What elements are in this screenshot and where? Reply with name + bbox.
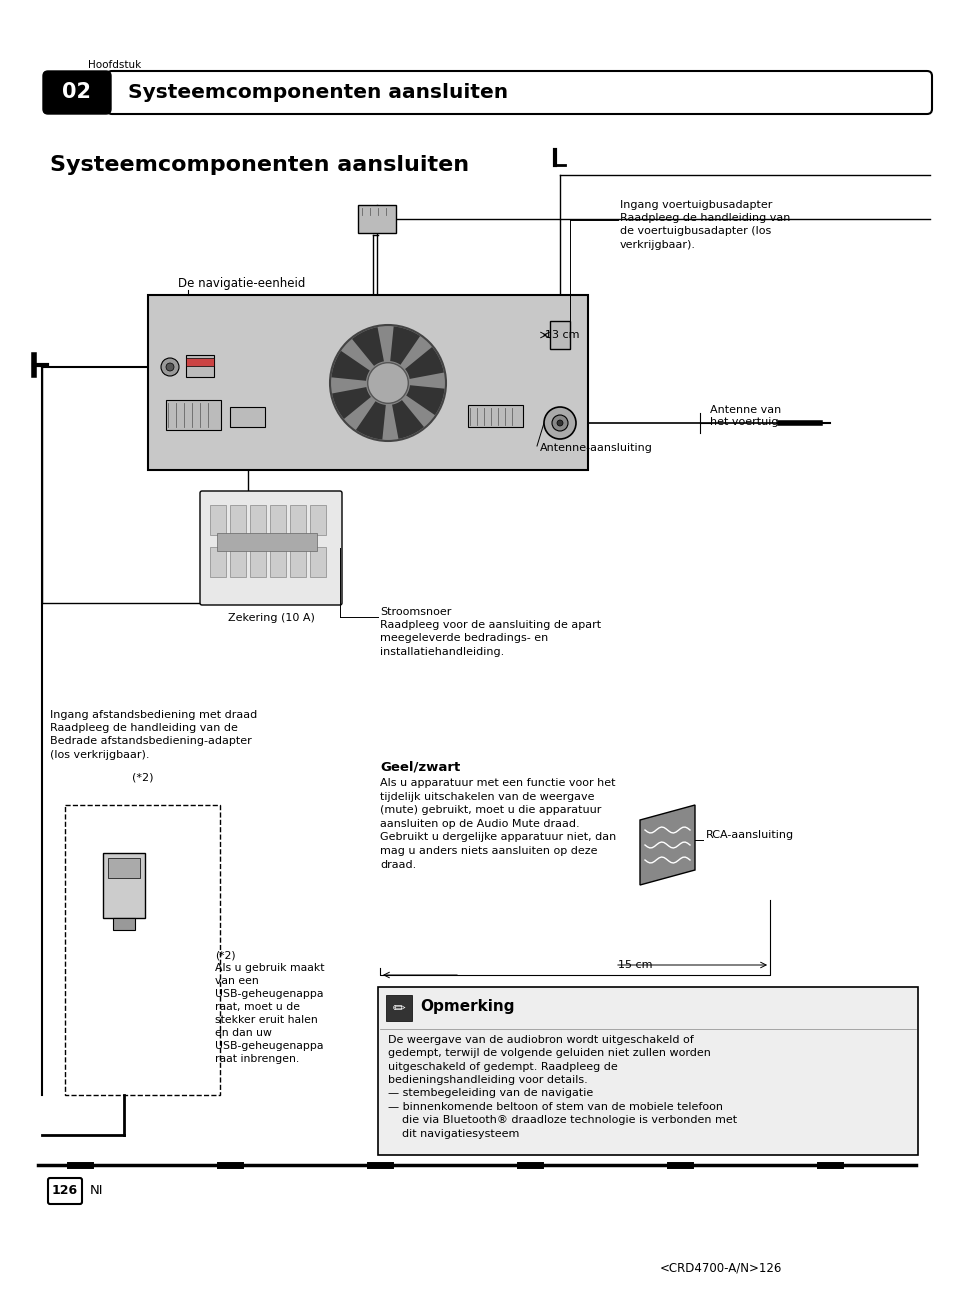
Bar xyxy=(186,356,213,376)
Text: Systeemcomponenten aansluiten: Systeemcomponenten aansluiten xyxy=(128,82,508,102)
Polygon shape xyxy=(352,327,383,366)
Bar xyxy=(250,548,266,576)
Text: Als u apparatuur met een functie voor het
tijdelijk uitschakelen van de weergave: Als u apparatuur met een functie voor he… xyxy=(379,778,616,869)
Bar xyxy=(186,358,213,366)
Bar xyxy=(103,853,145,918)
FancyBboxPatch shape xyxy=(43,71,111,114)
Text: 126: 126 xyxy=(51,1184,78,1197)
Polygon shape xyxy=(390,327,419,365)
Text: Zekering (10 A): Zekering (10 A) xyxy=(228,613,314,623)
FancyBboxPatch shape xyxy=(48,1178,82,1204)
Text: 13 cm: 13 cm xyxy=(544,329,578,340)
Circle shape xyxy=(543,406,576,439)
Polygon shape xyxy=(405,348,443,379)
Text: Ingang afstandsbediening met draad
Raadpleeg de handleiding van de
Bedrade afsta: Ingang afstandsbediening met draad Raadp… xyxy=(50,710,257,759)
Circle shape xyxy=(161,358,179,376)
Text: (*2)
Als u gebruik maakt
van een
USB-geheugenappa
raat, moet u de
stekker eruit : (*2) Als u gebruik maakt van een USB-geh… xyxy=(214,950,324,1064)
Text: 02: 02 xyxy=(63,82,91,102)
Text: Ingang voertuigbusadapter
Raadpleeg de handleiding van
de voertuigbusadapter (lo: Ingang voertuigbusadapter Raadpleeg de h… xyxy=(619,200,789,250)
Polygon shape xyxy=(639,805,695,885)
Bar xyxy=(108,857,140,878)
Text: Systeemcomponenten aansluiten: Systeemcomponenten aansluiten xyxy=(50,156,469,175)
Circle shape xyxy=(552,416,567,431)
Text: Stroomsnoer
Raadpleeg voor de aansluiting de apart
meegeleverde bedradings- en
i: Stroomsnoer Raadpleeg voor de aansluitin… xyxy=(379,606,600,656)
Bar xyxy=(210,548,226,576)
Bar xyxy=(310,548,326,576)
Bar xyxy=(148,295,587,471)
Bar xyxy=(290,505,306,535)
Text: Antenne van
het voertuig: Antenne van het voertuig xyxy=(709,405,781,426)
Polygon shape xyxy=(355,401,385,439)
Bar xyxy=(210,505,226,535)
Bar xyxy=(112,918,135,931)
Text: ✏: ✏ xyxy=(393,1000,405,1016)
Bar xyxy=(377,987,917,1155)
Polygon shape xyxy=(331,350,370,380)
Polygon shape xyxy=(332,387,371,420)
Circle shape xyxy=(166,363,173,371)
Text: Hoofdstuk: Hoofdstuk xyxy=(88,60,141,71)
Bar xyxy=(468,405,522,427)
Text: NI: NI xyxy=(90,1184,103,1197)
Bar xyxy=(250,505,266,535)
Bar xyxy=(270,548,286,576)
Text: <CRD4700-A/N>126: <CRD4700-A/N>126 xyxy=(659,1261,781,1274)
Text: De weergave van de audiobron wordt uitgeschakeld of
gedempt, terwijl de volgende: De weergave van de audiobron wordt uitge… xyxy=(388,1035,737,1138)
Circle shape xyxy=(367,363,408,404)
Bar xyxy=(230,505,246,535)
Bar xyxy=(230,548,246,576)
Text: Opmerking: Opmerking xyxy=(419,999,514,1014)
Bar xyxy=(357,205,395,233)
Bar xyxy=(290,548,306,576)
FancyBboxPatch shape xyxy=(65,805,220,1095)
Bar xyxy=(270,505,286,535)
Bar xyxy=(550,322,569,349)
Bar xyxy=(310,505,326,535)
Text: Geel/zwart: Geel/zwart xyxy=(379,759,459,772)
Text: 15 cm: 15 cm xyxy=(618,961,652,970)
Text: De navigatie-eenheid: De navigatie-eenheid xyxy=(178,277,305,290)
Polygon shape xyxy=(406,386,444,416)
Bar xyxy=(216,533,316,552)
Bar xyxy=(166,400,221,430)
Bar xyxy=(386,995,412,1021)
Text: Antenne-aansluiting: Antenne-aansluiting xyxy=(539,443,652,454)
Polygon shape xyxy=(392,400,423,439)
Circle shape xyxy=(330,325,446,440)
FancyBboxPatch shape xyxy=(107,71,931,114)
Text: (*2): (*2) xyxy=(132,772,153,783)
Text: RCA-aansluiting: RCA-aansluiting xyxy=(705,830,793,840)
FancyBboxPatch shape xyxy=(200,491,341,605)
Circle shape xyxy=(557,420,562,426)
Bar xyxy=(230,406,265,427)
